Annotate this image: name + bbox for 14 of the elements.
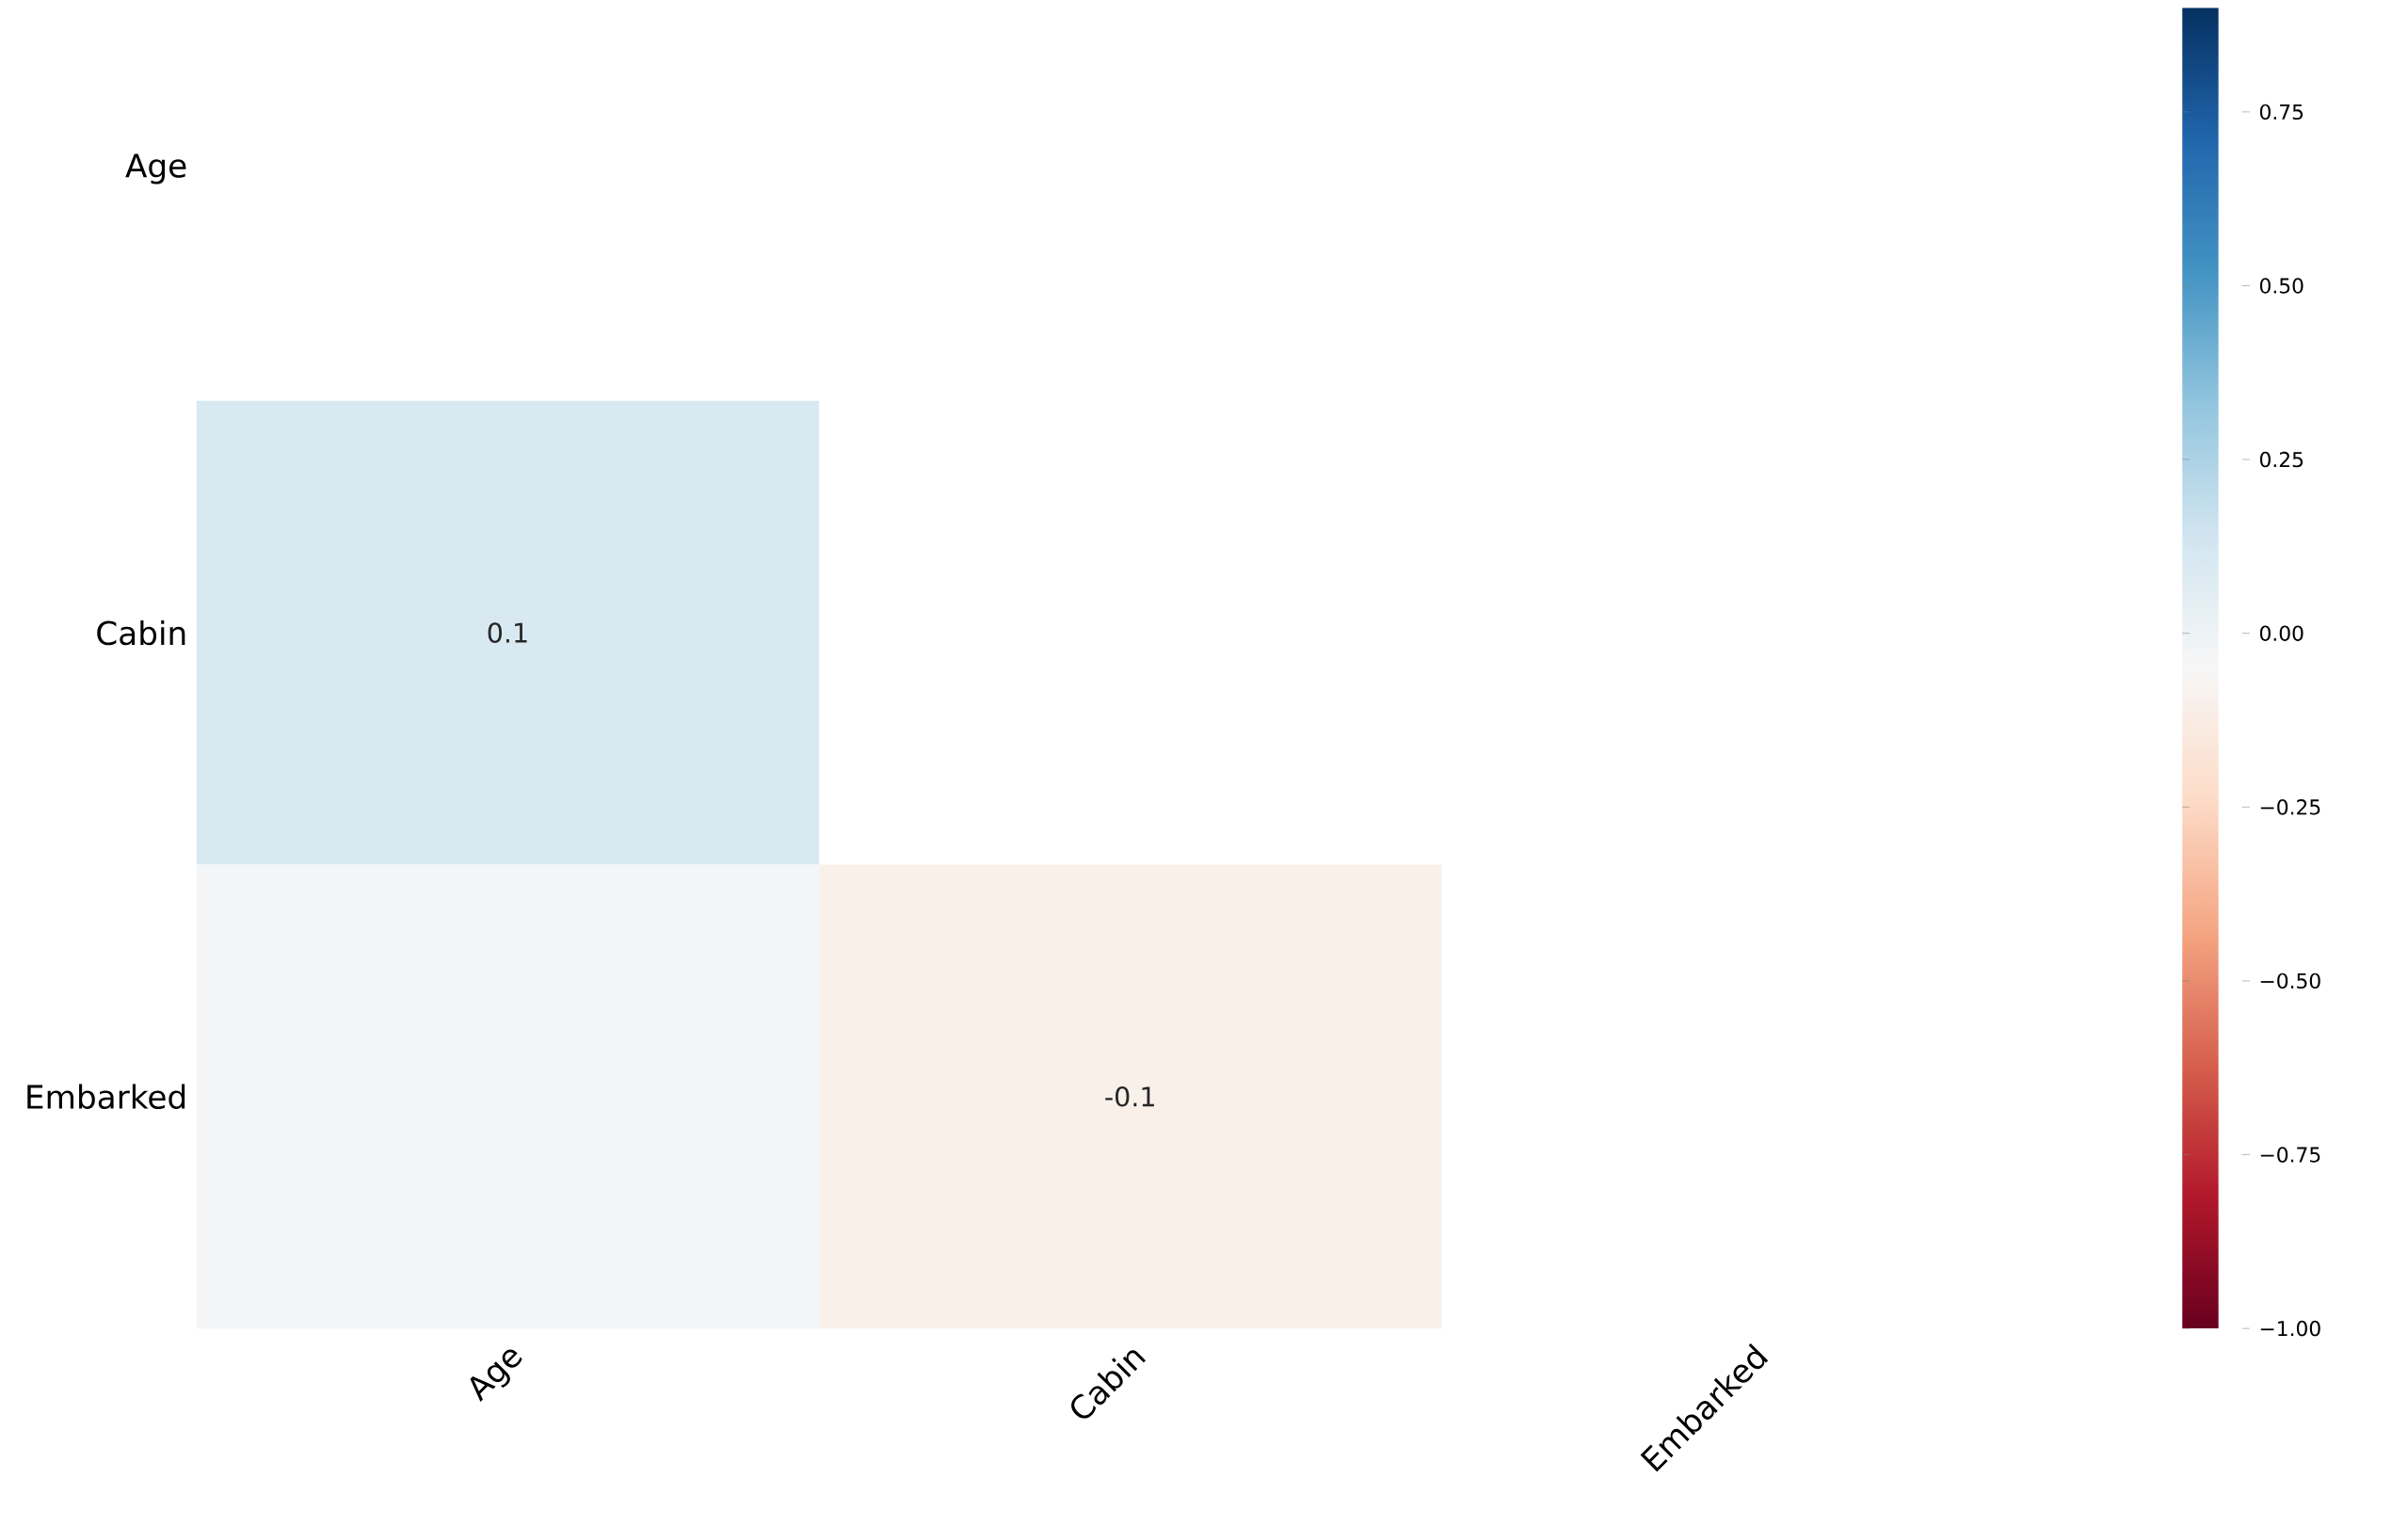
color-bar-label: −0.75 <box>2260 1147 2320 1163</box>
y-tick-label: Cabin <box>97 620 185 646</box>
x-tick-label: Age <box>470 1349 522 1403</box>
color-bar-label: −1.00 <box>2260 1321 2320 1337</box>
color-bar-label: −0.25 <box>2260 799 2320 815</box>
y-tick-label: Age <box>125 153 186 185</box>
y-tick-label: Embarked <box>27 1084 185 1110</box>
color-bar-label: 0.25 <box>2259 452 2304 468</box>
color-bar-label: −0.50 <box>2260 972 2320 989</box>
color-bar-label: 0.50 <box>2259 278 2304 294</box>
color-bar-label: 0.00 <box>2259 625 2304 642</box>
color-bar-label: 0.75 <box>2259 104 2304 121</box>
data-label: 0.1 <box>488 622 527 644</box>
data-label: -0.1 <box>1105 1086 1154 1107</box>
